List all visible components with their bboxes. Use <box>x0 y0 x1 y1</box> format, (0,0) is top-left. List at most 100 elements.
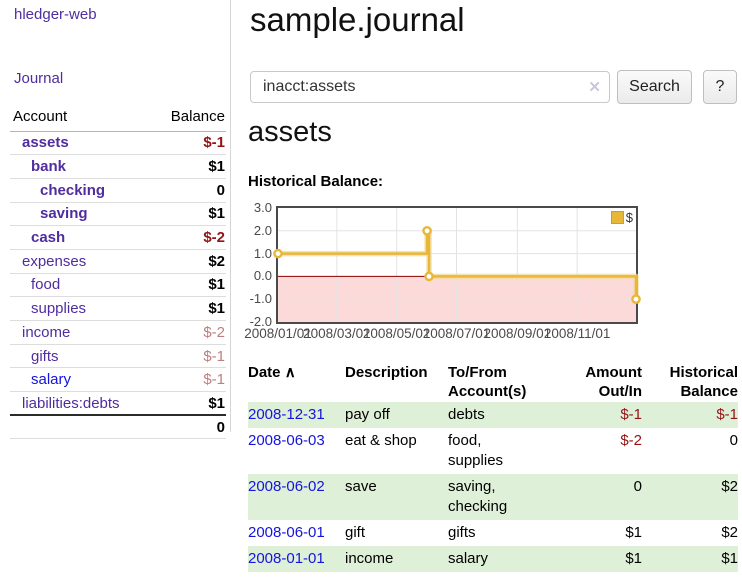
legend-swatch-icon <box>610 211 624 224</box>
accounts-header-line2: Account(s) <box>448 383 527 400</box>
account-balance: $1 <box>151 391 226 416</box>
account-link-expenses[interactable]: expenses <box>22 252 87 270</box>
sidebar-item-journal[interactable]: Journal <box>14 70 64 87</box>
y-tick-label: 1.0 <box>253 245 272 261</box>
account-page-title: assets <box>248 116 332 148</box>
transaction-balance: $1 <box>721 550 738 567</box>
date-header-label: Date <box>248 364 281 381</box>
transaction-date-link[interactable]: 2008-01-01 <box>248 550 325 567</box>
transaction-date-link[interactable]: 2008-06-01 <box>248 524 325 541</box>
transaction-accounts: salary <box>448 550 489 567</box>
historical-balance-chart: 3.0 2.0 1.0 0.0 -1.0 -2.0 $ 2008/01/01 2008/03… <box>244 198 742 346</box>
account-link-supplies[interactable]: supplies <box>31 300 87 318</box>
account-balance: $-1 <box>151 344 226 369</box>
transaction-balance: $2 <box>721 478 738 495</box>
register-row: 2008-06-01 gift gifts $1 $2 <box>248 520 738 546</box>
accounts-table-header: Account Balance <box>10 103 226 132</box>
account-row: checking 0 <box>10 178 226 203</box>
sort-ascending-icon: ∧ <box>284 364 296 381</box>
account-link-checking[interactable]: checking <box>40 181 106 199</box>
account-row: saving $1 <box>10 202 226 227</box>
x-tick-label: 2008/09/01 <box>483 326 552 341</box>
account-link-gifts[interactable]: gifts <box>31 347 59 365</box>
y-tick-label: -1.0 <box>249 291 272 307</box>
account-row: assets $-1 <box>10 131 226 156</box>
accounts-column-header: To/From Account(s) <box>448 362 548 402</box>
transaction-balance: 0 <box>729 432 738 449</box>
search-box: ✕ <box>250 71 610 103</box>
account-column-header: Account <box>10 103 152 132</box>
account-balance: $-2 <box>151 320 226 345</box>
transaction-balance: $-1 <box>716 406 738 423</box>
accounts-total-row: 0 <box>10 414 226 440</box>
transaction-amount: $1 <box>625 550 642 567</box>
date-column-header[interactable]: Date ∧ <box>248 362 345 402</box>
balance-header-line1: Historical <box>669 364 738 381</box>
account-link-liabilities-debts[interactable]: liabilities:debts <box>22 394 120 412</box>
search-button[interactable]: Search <box>617 70 692 104</box>
account-balance: 0 <box>151 178 226 203</box>
chart-legend: $ <box>610 210 633 225</box>
transaction-amount: $-2 <box>620 432 642 449</box>
transaction-description: income <box>345 550 394 567</box>
transaction-date-link[interactable]: 2008-12-31 <box>248 406 325 423</box>
transaction-accounts: gifts <box>448 524 476 541</box>
amount-header-line1: Amount <box>585 364 642 381</box>
legend-label: $ <box>625 210 633 225</box>
transaction-date-link[interactable]: 2008-06-02 <box>248 478 325 495</box>
chart-plot <box>273 206 641 324</box>
account-link-assets[interactable]: assets <box>22 134 69 152</box>
account-balance: $-1 <box>151 131 226 156</box>
search-input[interactable] <box>250 71 610 103</box>
account-link-bank[interactable]: bank <box>31 158 67 176</box>
register-row: 2008-06-03 eat & shop food, supplies $-2… <box>248 428 738 474</box>
x-tick-label: 2008/11/01 <box>543 326 611 341</box>
account-link-saving[interactable]: saving <box>40 205 88 223</box>
accounts-total-value: 0 <box>151 414 226 440</box>
y-tick-label: 0.0 <box>253 268 272 284</box>
account-balance: $1 <box>151 296 226 321</box>
balance-chart-svg <box>273 208 641 322</box>
accounts-table: Account Balance assets $-1 bank $1 check… <box>10 103 226 440</box>
register-row: 2008-06-02 save saving, checking 0 $2 <box>248 474 738 520</box>
account-balance: $-2 <box>151 225 226 250</box>
transaction-amount: $1 <box>625 524 642 541</box>
transaction-amount: $-1 <box>620 406 642 423</box>
y-tick-label: -2.0 <box>249 314 272 329</box>
account-row: supplies $1 <box>10 296 226 321</box>
help-button[interactable]: ? <box>703 70 737 104</box>
amount-header-line2: Out/In <box>598 383 642 400</box>
register-row: 2008-01-01 income salary $1 $1 <box>248 546 738 572</box>
account-row: gifts $-1 <box>10 344 226 369</box>
amount-column-header: Amount Out/In <box>548 362 642 402</box>
register-table: Date ∧ Description To/From Account(s) Am… <box>248 362 738 572</box>
transaction-amount: 0 <box>633 478 642 495</box>
account-row: food $1 <box>10 273 226 298</box>
account-balance: $2 <box>151 249 226 274</box>
transaction-date-link[interactable]: 2008-06-03 <box>248 432 325 449</box>
transaction-accounts: debts <box>448 406 485 423</box>
account-link-food[interactable]: food <box>31 276 61 294</box>
account-link-cash[interactable]: cash <box>31 229 66 247</box>
clear-search-icon[interactable]: ✕ <box>588 79 601 96</box>
balance-column-header: Balance <box>151 103 226 132</box>
account-row: bank $1 <box>10 154 226 179</box>
sidebar: hledger-web Journal Account Balance asse… <box>0 0 231 440</box>
account-link-salary[interactable]: salary <box>31 371 72 389</box>
transaction-accounts: food, supplies <box>448 432 504 469</box>
account-link-income[interactable]: income <box>22 323 71 341</box>
main-content: sample.journal ✕ Search ? assets Histori… <box>244 0 742 582</box>
accounts-header-line1: To/From <box>448 364 507 381</box>
transaction-description: save <box>345 478 377 495</box>
x-tick-label: 2008/03/01 <box>303 326 371 341</box>
balance-header-line2: Balance <box>680 383 738 400</box>
app-brand-link[interactable]: hledger-web <box>14 6 97 23</box>
account-row: cash $-2 <box>10 225 226 250</box>
x-tick-label: 2008/05/01 <box>362 326 431 341</box>
register-row: 2008-12-31 pay off debts $-1 $-1 <box>248 402 738 428</box>
account-row: liabilities:debts $1 <box>10 391 226 416</box>
description-column-header: Description <box>345 364 428 381</box>
transaction-description: eat & shop <box>345 432 417 449</box>
x-tick-label: 2008/01/01 <box>244 326 312 341</box>
transaction-accounts: saving, checking <box>448 478 508 515</box>
